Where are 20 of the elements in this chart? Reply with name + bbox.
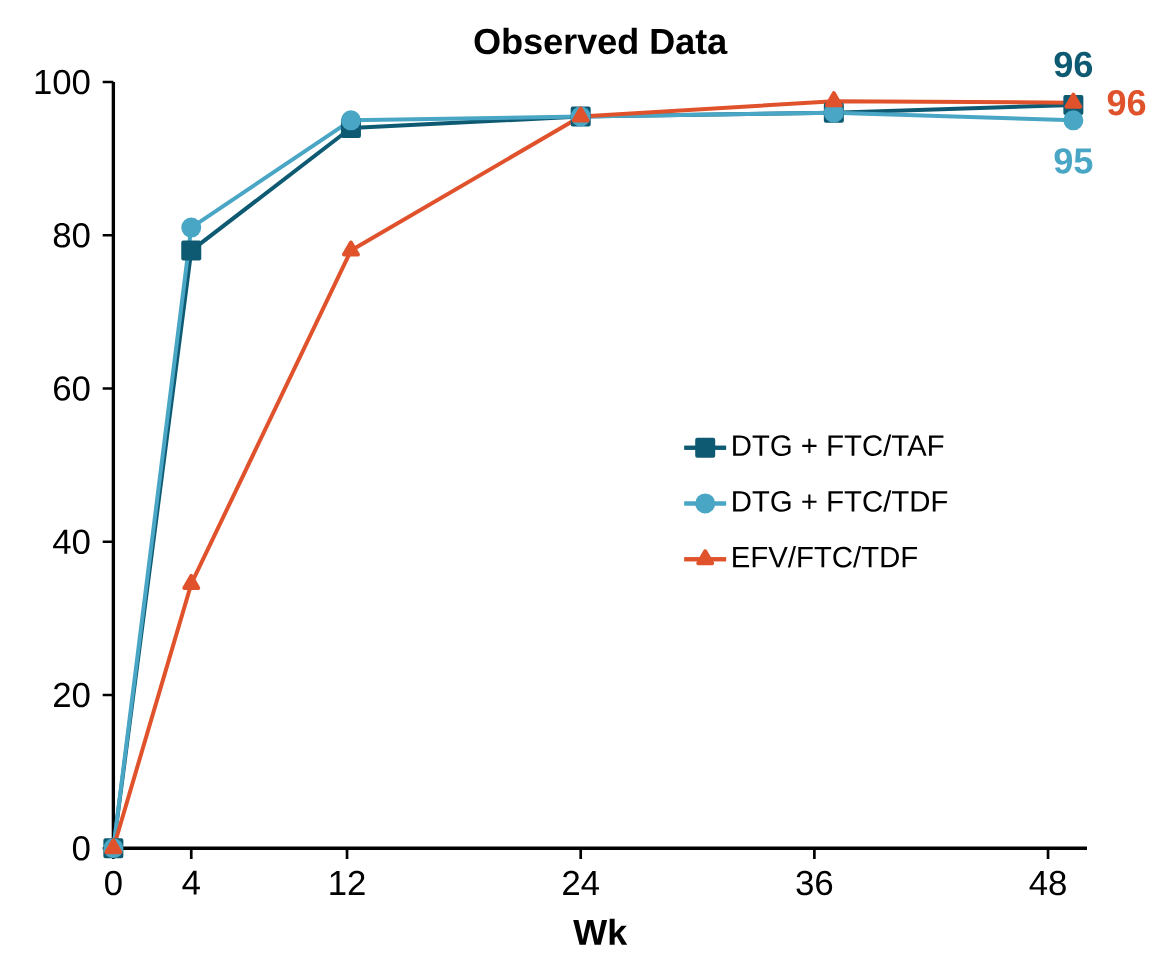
x-tick-label: 24 <box>563 870 599 895</box>
y-tick-label: 60 <box>54 376 90 401</box>
legend-label: DTG + FTC/TAF <box>733 434 944 456</box>
y-tick-label: 0 <box>72 835 90 861</box>
text: 96 <box>1107 89 1146 116</box>
y-tick-label: 20 <box>54 682 90 708</box>
x-tick-label: 12 <box>330 870 365 895</box>
x-tick-label: 36 <box>796 870 833 896</box>
text: 96 <box>1054 51 1093 78</box>
x-axis-title: Wk <box>573 918 628 945</box>
legend-label: EFV/FTC/TDF <box>733 546 918 568</box>
legend-label: DTG + FTC/TDF <box>733 490 948 512</box>
annotation: 95 <box>1054 148 1093 174</box>
x-tick-label: 0 <box>105 870 122 896</box>
chart-title: Observed Data <box>474 27 728 55</box>
y-tick-label: 100 <box>35 69 90 95</box>
y-tick-label: 80 <box>53 222 90 248</box>
x-tick-label: 48 <box>1029 870 1066 896</box>
x-tick-label: 4 <box>182 870 200 895</box>
y-tick-label: 40 <box>53 529 90 555</box>
